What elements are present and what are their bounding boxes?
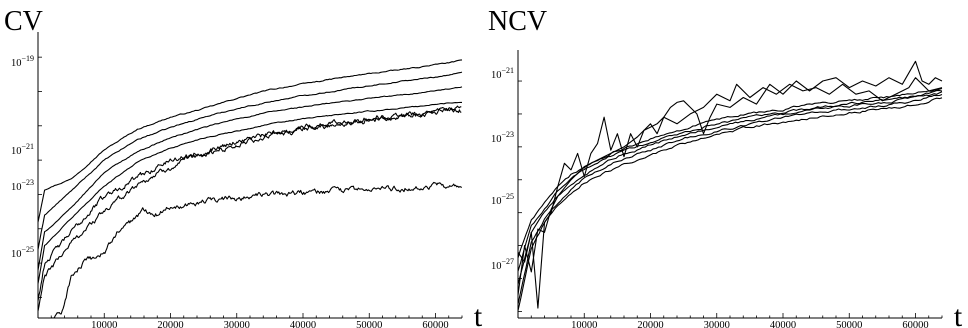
series-line-1 <box>518 60 943 309</box>
x-tick-label: 50000 <box>836 320 862 328</box>
series-line-7 <box>51 181 463 318</box>
y-tick-label: 10−19 <box>11 54 34 69</box>
x-tick-label: 50000 <box>356 320 382 328</box>
x-tick-label: 40000 <box>770 320 796 328</box>
series-line-3 <box>38 86 463 271</box>
y-tick-label: 10−21 <box>11 142 34 157</box>
x-tick-label: 60000 <box>422 320 448 328</box>
chart-title: NCV <box>488 6 547 37</box>
series-line-2 <box>38 71 463 250</box>
y-tick-label: 10−23 <box>11 178 34 193</box>
x-axis-label: t <box>474 300 483 328</box>
y-tick-label: 10−21 <box>491 66 514 81</box>
series-line-6 <box>518 97 943 311</box>
x-tick-label: 30000 <box>224 320 250 328</box>
x-tick-label: 20000 <box>157 320 183 328</box>
x-axis-label: t <box>954 300 963 328</box>
series-line-1 <box>38 59 463 223</box>
y-tick-label: 10−25 <box>11 245 34 260</box>
x-tick-label: 60000 <box>902 320 928 328</box>
cv-chart: CV t 10000 20000 30000 40000 50000 60000 10−19 10… <box>4 6 483 328</box>
series-line-5 <box>38 105 462 301</box>
x-tick-label: 30000 <box>704 320 730 328</box>
ncv-chart: NCV t 10000 20000 30000 40000 50000 60000 10−21 1… <box>488 6 963 328</box>
series-line-6 <box>38 107 462 312</box>
series-line-4 <box>38 101 462 284</box>
y-tick-label: 10−25 <box>491 192 514 207</box>
x-tick-label: 10000 <box>91 320 117 328</box>
y-tick-label: 10−27 <box>491 257 514 272</box>
series-line-2 <box>518 77 943 296</box>
series-line-5 <box>518 90 943 272</box>
x-tick-label: 40000 <box>290 320 316 328</box>
x-tick-label: 20000 <box>637 320 663 328</box>
x-tick-label: 10000 <box>571 320 597 328</box>
series-line-4 <box>518 91 943 285</box>
chart-title: CV <box>4 6 43 37</box>
series-line-3 <box>518 93 943 305</box>
y-tick-label: 10−23 <box>491 130 514 145</box>
series-line-7 <box>518 87 943 259</box>
